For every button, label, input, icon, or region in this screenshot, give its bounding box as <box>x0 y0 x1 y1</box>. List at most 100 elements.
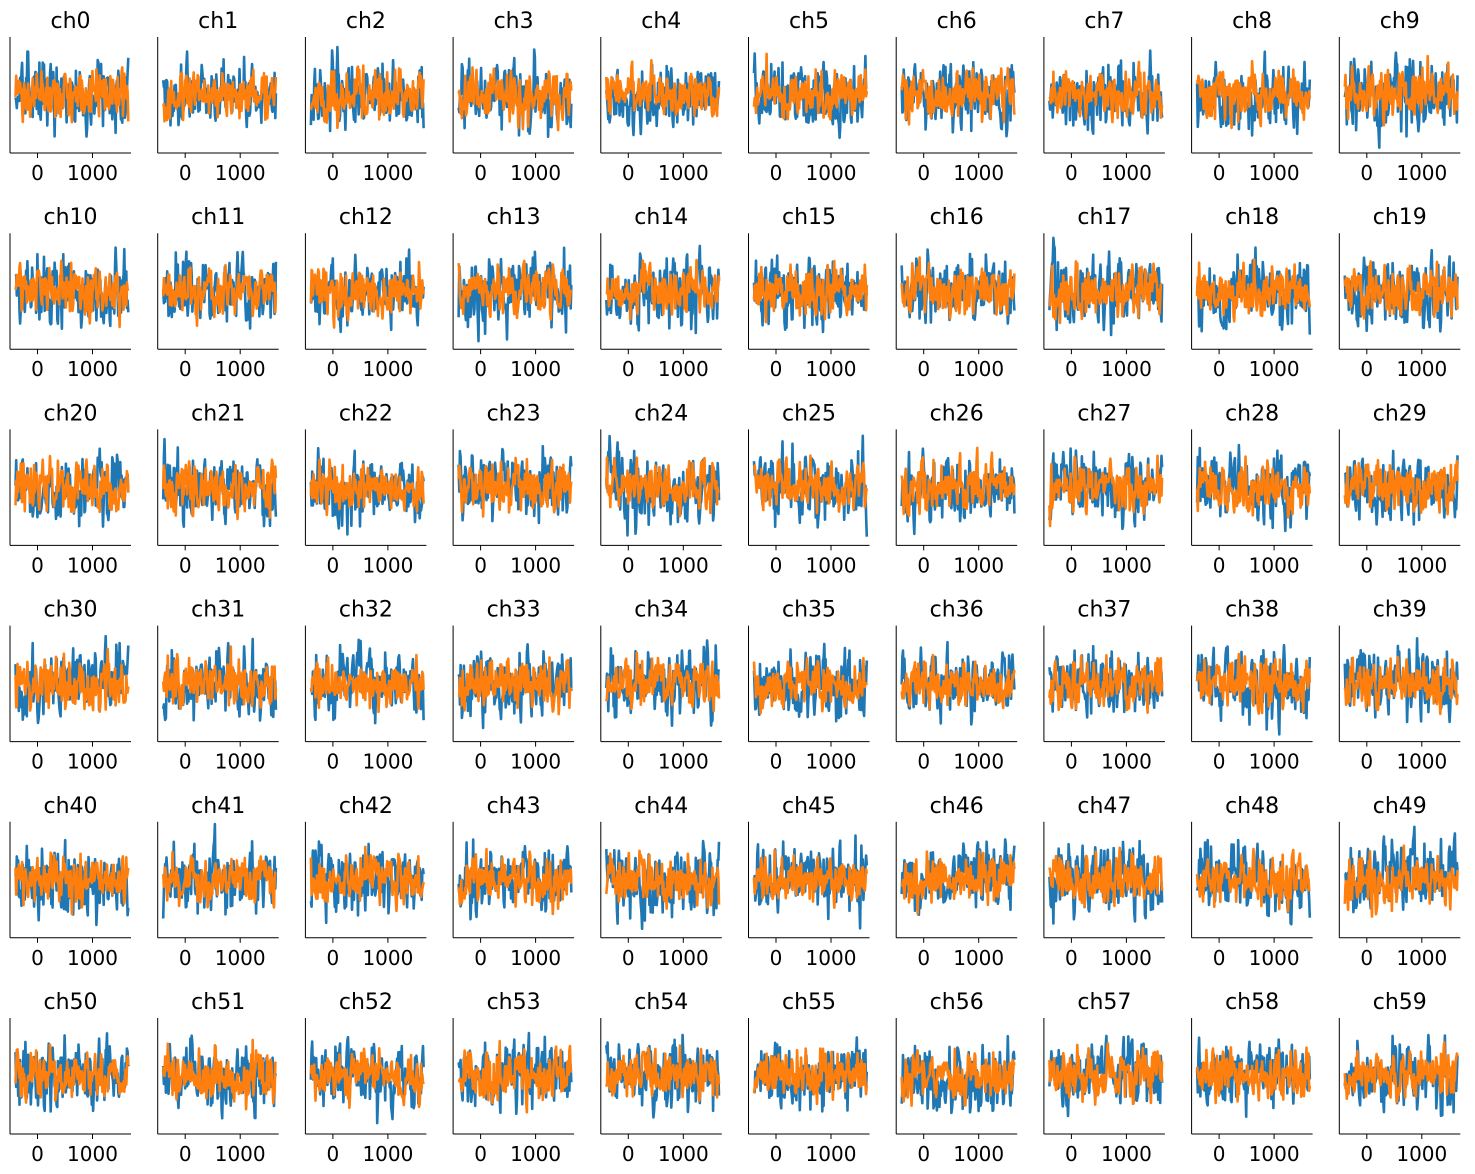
x-tick-label: 1000 <box>362 750 413 774</box>
x-tick-label: 0 <box>770 161 783 185</box>
panel-title: ch28 <box>1225 401 1279 426</box>
panel-ch58: ch58 0 1000 <box>1191 990 1313 1166</box>
panel-title: ch35 <box>782 598 836 623</box>
x-tick-label: 1000 <box>658 1142 709 1166</box>
panel-title: ch55 <box>782 990 836 1015</box>
panel-title: ch3 <box>494 9 534 34</box>
x-tick-label: 0 <box>1360 161 1373 185</box>
x-tick-label: 0 <box>770 357 783 381</box>
x-tick-label: 0 <box>31 1142 44 1166</box>
panel-title: ch53 <box>487 990 541 1015</box>
x-tick-label: 1000 <box>510 553 561 577</box>
x-tick-label: 0 <box>1065 553 1078 577</box>
panel-ch18: ch18 0 1000 <box>1191 205 1313 381</box>
trace-orange <box>14 647 130 713</box>
x-tick-label: 1000 <box>1101 1142 1152 1166</box>
x-tick-label: 1000 <box>1249 750 1300 774</box>
x-tick-label: 1000 <box>1249 357 1300 381</box>
panel-title: ch15 <box>782 205 836 230</box>
x-tick-label: 1000 <box>953 553 1004 577</box>
trace-orange <box>14 1043 130 1104</box>
trace-orange <box>309 845 425 913</box>
x-tick-label: 0 <box>327 1142 340 1166</box>
trace-orange <box>161 68 278 123</box>
x-tick-label: 1000 <box>1101 357 1152 381</box>
x-tick-label: 0 <box>622 357 635 381</box>
trace-orange <box>1048 1042 1164 1106</box>
panel-ch41: ch41 0 1000 <box>157 794 279 970</box>
x-tick-label: 0 <box>622 1142 635 1166</box>
panel-title: ch23 <box>487 401 541 426</box>
x-tick-label: 1000 <box>510 161 561 185</box>
trace-orange <box>752 259 869 324</box>
x-tick-label: 1000 <box>215 946 266 970</box>
panel-ch11: ch11 0 1000 <box>157 205 279 381</box>
trace-orange <box>752 656 869 715</box>
panel-title: ch27 <box>1077 401 1131 426</box>
panel-title: ch16 <box>930 205 984 230</box>
x-tick-label: 1000 <box>658 750 709 774</box>
trace-orange <box>752 52 869 121</box>
panel-ch13: ch13 0 1000 <box>452 205 575 381</box>
trace-orange <box>1343 844 1459 918</box>
trace-orange <box>900 653 1016 711</box>
panel-title: ch50 <box>43 990 97 1015</box>
x-tick-label: 0 <box>622 553 635 577</box>
x-tick-label: 0 <box>1213 553 1226 577</box>
x-tick-label: 0 <box>474 750 487 774</box>
x-tick-label: 0 <box>1213 357 1226 381</box>
panel-ch34: ch34 0 1000 <box>600 598 722 774</box>
x-tick-label: 1000 <box>806 161 857 185</box>
trace-orange <box>309 1047 425 1109</box>
panel-ch32: ch32 0 1000 <box>304 598 427 774</box>
panel-title: ch12 <box>339 205 393 230</box>
panel-ch31: ch31 0 1000 <box>157 598 279 774</box>
x-tick-label: 1000 <box>1249 161 1300 185</box>
panel-ch19: ch19 0 1000 <box>1338 205 1461 381</box>
x-tick-label: 0 <box>1360 750 1373 774</box>
trace-orange <box>1343 458 1459 516</box>
x-tick-label: 0 <box>622 750 635 774</box>
x-tick-label: 0 <box>622 946 635 970</box>
panel-title: ch43 <box>487 794 541 819</box>
panel-title: ch7 <box>1084 9 1124 34</box>
trace-orange <box>605 849 721 910</box>
trace-orange <box>161 458 278 521</box>
panel-title: ch33 <box>487 598 541 623</box>
trace-orange <box>1343 260 1459 320</box>
x-tick-label: 0 <box>474 553 487 577</box>
x-tick-label: 1000 <box>953 946 1004 970</box>
trace-blue <box>752 434 869 537</box>
x-tick-label: 0 <box>1065 750 1078 774</box>
x-tick-label: 0 <box>327 946 340 970</box>
panel-ch25: ch25 0 1000 <box>748 401 870 577</box>
panel-ch38: ch38 0 1000 <box>1191 598 1313 774</box>
x-tick-label: 1000 <box>806 1142 857 1166</box>
panel-ch39: ch39 0 1000 <box>1338 598 1461 774</box>
x-tick-label: 1000 <box>215 161 266 185</box>
x-tick-label: 0 <box>917 161 930 185</box>
x-tick-label: 1000 <box>1101 946 1152 970</box>
x-tick-label: 1000 <box>1396 553 1447 577</box>
x-tick-label: 1000 <box>1396 750 1447 774</box>
panel-title: ch25 <box>782 401 836 426</box>
x-tick-label: 0 <box>179 1142 192 1166</box>
x-tick-label: 1000 <box>1101 750 1152 774</box>
x-tick-label: 1000 <box>658 357 709 381</box>
panel-title: ch37 <box>1077 598 1131 623</box>
trace-orange <box>900 446 1016 518</box>
x-tick-label: 1000 <box>67 1142 118 1166</box>
panel-ch42: ch42 0 1000 <box>304 794 427 970</box>
trace-orange <box>1343 54 1459 127</box>
x-tick-label: 1000 <box>67 161 118 185</box>
panel-ch57: ch57 0 1000 <box>1043 990 1165 1166</box>
panel-title: ch18 <box>1225 205 1279 230</box>
x-tick-label: 0 <box>179 750 192 774</box>
panel-ch55: ch55 0 1000 <box>748 990 870 1166</box>
panel-ch0: ch0 0 1000 <box>9 9 131 185</box>
x-tick-label: 0 <box>31 553 44 577</box>
trace-orange <box>457 66 573 132</box>
x-tick-label: 0 <box>31 357 44 381</box>
panel-title: ch19 <box>1373 205 1427 230</box>
panel-ch16: ch16 0 1000 <box>895 205 1018 381</box>
